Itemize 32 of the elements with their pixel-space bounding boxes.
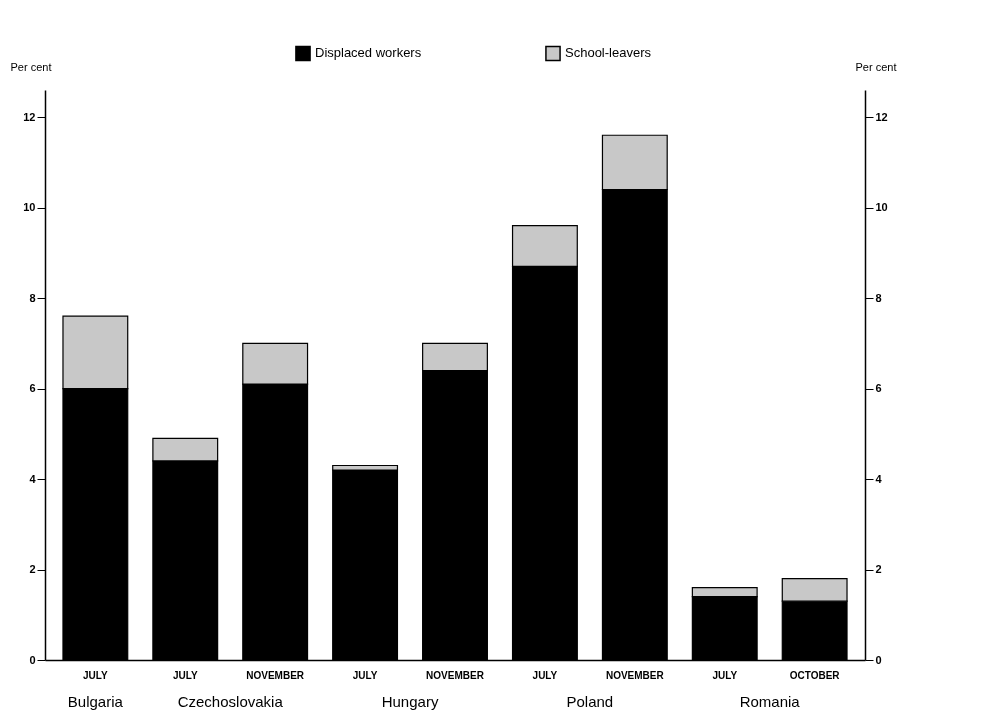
y-tick-label: 4 xyxy=(29,472,37,485)
x-tick-label: NOVEMBER xyxy=(246,669,305,681)
x-tick-label: OCTOBER xyxy=(789,669,841,681)
text: Hungary xyxy=(381,693,439,710)
y2-tick-label: 12 xyxy=(875,110,888,123)
legend-label: School-leavers xyxy=(565,45,652,61)
text: Bulgaria xyxy=(67,693,124,710)
y-tick-label: 0 xyxy=(29,653,36,666)
x-tick-label: JULY xyxy=(172,669,198,681)
x-tick-label: NOVEMBER xyxy=(426,669,485,681)
y-tick-label: 8 xyxy=(29,291,36,304)
x-tick-label: JULY xyxy=(352,669,378,681)
text: Poland xyxy=(566,693,614,710)
x-tick-label: JULY xyxy=(532,669,558,681)
x-tick-label: NOVEMBER xyxy=(605,669,665,681)
text: Czechoslovakia xyxy=(177,693,284,710)
y-tick-label: 10 xyxy=(23,201,36,214)
x-tick-label: JULY xyxy=(83,669,108,681)
y-tick-label: 6 xyxy=(29,382,36,395)
y2-axis-title: Per cent xyxy=(855,60,897,73)
y-tick-label: 12 xyxy=(23,110,36,123)
y-axis-title: Per cent xyxy=(10,60,52,73)
legend-label: Displaced workers xyxy=(315,45,422,61)
y2-tick-label: 4 xyxy=(875,472,883,485)
y2-tick-label: 0 xyxy=(875,653,882,666)
y2-tick-label: 8 xyxy=(875,291,882,304)
y2-tick-label: 6 xyxy=(875,382,882,395)
y-tick-label: 2 xyxy=(29,563,36,576)
y2-tick-label: 2 xyxy=(875,563,882,576)
y2-tick-label: 10 xyxy=(875,201,888,214)
text: Romania xyxy=(739,693,801,710)
x-tick-label: JULY xyxy=(712,669,738,681)
